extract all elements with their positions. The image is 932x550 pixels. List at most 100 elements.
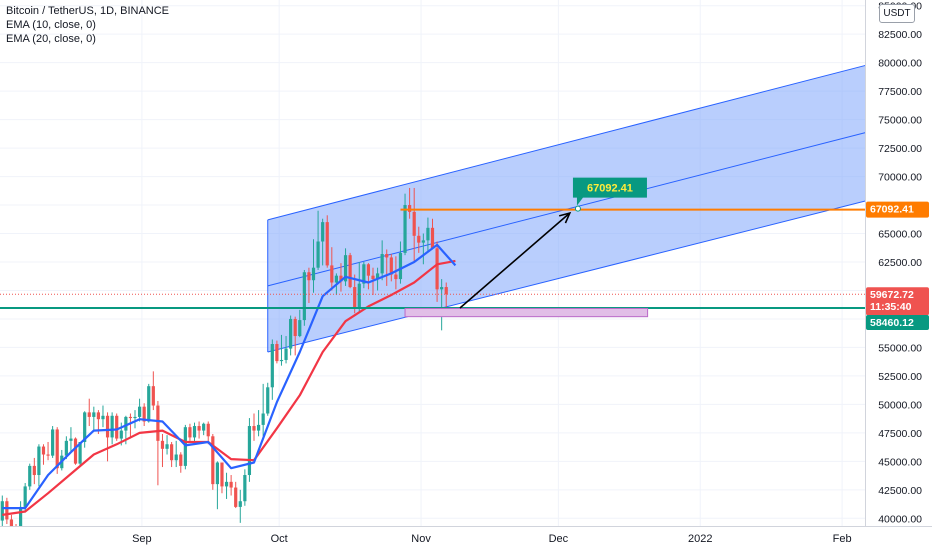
projection-arrow-head	[558, 211, 572, 224]
time-axis-background	[0, 526, 932, 550]
candle-body	[284, 348, 288, 360]
candle-body	[385, 254, 389, 258]
candle-body	[353, 287, 357, 308]
price-tick-label: 75000.00	[878, 115, 922, 127]
price-tick-label: 52500.00	[878, 371, 922, 383]
candle-body	[247, 426, 252, 476]
drawings[interactable]: 67092.41	[0, 177, 865, 318]
price-axis[interactable]: 40000.00 42500.00 45000.00 47500.00 50000.00…	[865, 0, 932, 550]
candle-body	[234, 487, 238, 507]
candle-body	[192, 426, 197, 438]
candle-body	[73, 438, 78, 464]
time-tick-label: 2022	[688, 533, 712, 545]
candle-body	[362, 264, 366, 284]
candle-body	[289, 318, 293, 349]
candle-body	[119, 430, 123, 439]
candle-body	[165, 444, 169, 449]
ema10-legend[interactable]: EMA (10, close, 0)	[6, 19, 96, 31]
price-tick-label: 65000.00	[878, 229, 922, 241]
candle-body	[366, 264, 371, 276]
price-tick-label: 55000.00	[878, 342, 922, 354]
candle-body	[261, 413, 265, 425]
candle-body	[435, 248, 439, 290]
last-price-label-bg	[866, 287, 929, 316]
candle-body	[426, 227, 430, 241]
target-price-label-text: 67092.41	[870, 204, 914, 216]
candle-body	[41, 446, 46, 455]
target-callout-bubble[interactable]	[572, 177, 647, 206]
candle-body	[266, 387, 270, 414]
time-axis[interactable]: Sep Oct Nov Dec 2022 Feb	[0, 526, 932, 550]
projection-arrow-line[interactable]	[459, 212, 571, 309]
price-axis-background	[865, 0, 932, 550]
candle-body	[170, 444, 174, 461]
moving-averages	[2, 243, 457, 516]
price-tick-label: 50000.00	[878, 399, 922, 411]
candle-body	[270, 344, 274, 388]
candle-body	[156, 405, 160, 441]
candle-body	[115, 415, 119, 439]
candle-body	[375, 273, 380, 280]
candle-body	[330, 265, 334, 283]
candle-body	[69, 438, 73, 441]
candle-body	[316, 241, 320, 268]
candle-body	[302, 272, 306, 321]
candle-body	[394, 274, 398, 280]
candle-body	[183, 427, 187, 466]
candle-body	[256, 424, 261, 431]
candle-body	[408, 205, 412, 212]
candle-body	[128, 416, 133, 419]
candle-body	[55, 429, 59, 469]
price-tick-label: 62500.00	[878, 257, 922, 269]
candle-body	[142, 406, 146, 422]
candle-body	[252, 426, 256, 431]
candle-body	[398, 252, 403, 280]
candle-body	[293, 318, 297, 337]
candle-body	[334, 275, 338, 283]
candle-body	[64, 440, 68, 456]
time-tick-label: Oct	[271, 533, 288, 545]
chart-legend: Bitcoin / TetherUS, 1D, BINANCE EMA (10,…	[6, 4, 169, 46]
candle-body	[430, 227, 435, 249]
candle-body	[83, 412, 87, 442]
channel-upper-line[interactable]	[267, 64, 868, 221]
price-tick-label: 47500.00	[878, 428, 922, 440]
symbol-title[interactable]: Bitcoin / TetherUS, 1D, BINANCE	[6, 5, 170, 17]
candle-body	[220, 462, 224, 487]
candle-body	[133, 416, 137, 419]
candle-body	[5, 501, 9, 520]
channel-lower-line[interactable]	[267, 200, 868, 353]
support-price-label-text: 58460.12	[870, 317, 914, 329]
price-tick-label: 82500.00	[878, 29, 922, 41]
candle-body	[28, 465, 32, 487]
candle-body	[174, 454, 178, 461]
candle-body	[32, 465, 36, 476]
candle-body	[105, 415, 110, 438]
time-tick-label: Nov	[411, 533, 431, 545]
demand-zone-rectangle[interactable]	[404, 307, 649, 318]
candle-body	[417, 235, 421, 243]
price-tick-label: 72500.00	[878, 143, 922, 155]
ema20-line	[2, 259, 456, 516]
candle-body	[229, 481, 233, 488]
candle-body	[51, 429, 55, 456]
candle-body	[339, 275, 343, 282]
candle-body	[444, 287, 448, 295]
candle-body	[18, 506, 23, 539]
candle-body	[92, 412, 96, 417]
last-price-label-text: 11:35:40	[870, 301, 912, 313]
candle-body	[110, 415, 114, 438]
candle-body	[147, 386, 151, 422]
candle-body	[211, 436, 215, 485]
candle-body	[202, 423, 206, 431]
ema10-line	[2, 243, 457, 510]
candle-body	[215, 462, 219, 485]
candle-body	[124, 416, 128, 431]
currency-button[interactable]: USDT	[879, 4, 915, 23]
ema20-legend[interactable]: EMA (20, close, 0)	[6, 33, 96, 45]
candle-body	[87, 412, 91, 417]
candle-body	[412, 211, 416, 236]
candle-body	[371, 275, 375, 280]
